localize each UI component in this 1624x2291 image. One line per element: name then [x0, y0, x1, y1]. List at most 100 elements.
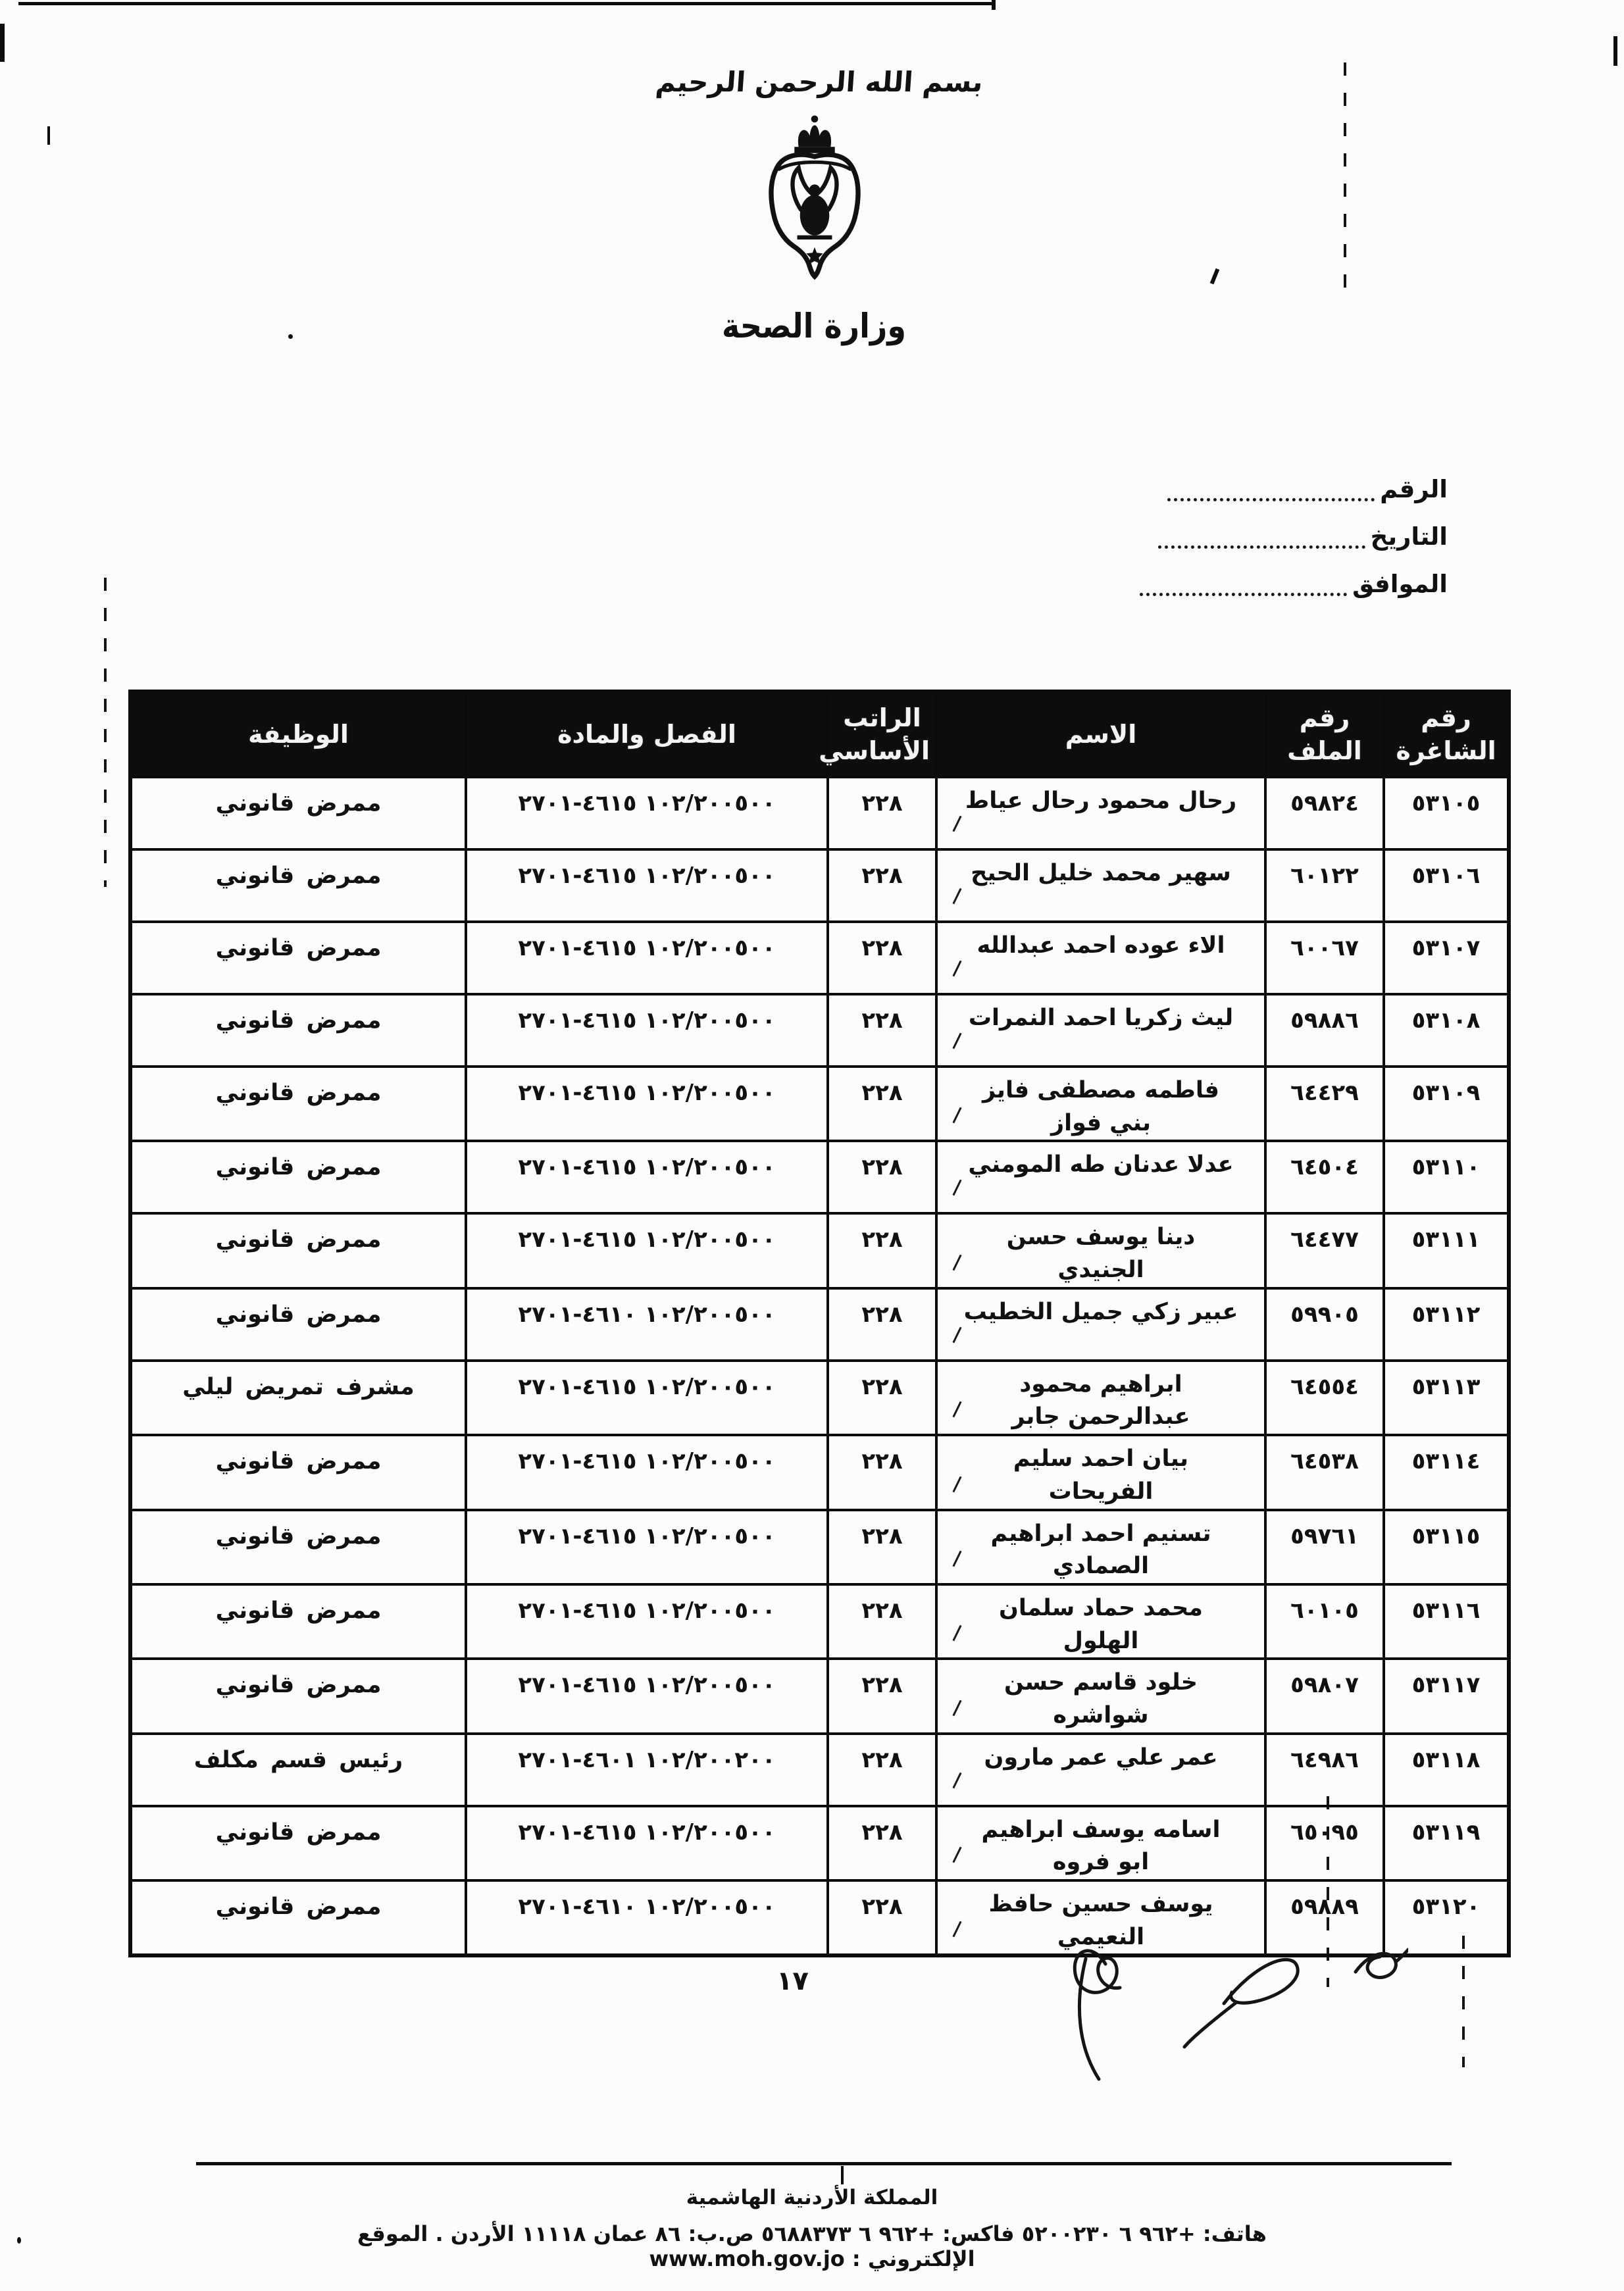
cell-job-title: ممرض قانوني [129, 848, 467, 923]
cell-employee-name: خلود قاسم حسن شواشره [935, 1657, 1267, 1735]
scan-artifact-dashed-line [1462, 1936, 1465, 2067]
table-row: ٥٣١١٧ ٥٩٨٠٧ خلود قاسم حسن شواشره ٢٢٨ ١٠٢… [129, 1657, 1510, 1735]
cell-job-title: ممرض قانوني [129, 1582, 467, 1661]
scan-artifact-tick [47, 126, 50, 145]
cell-basic-salary: ٢٢٨ [826, 1434, 938, 1511]
cell-job-title: ممرض قانوني [129, 1212, 467, 1290]
table-row: ٥٣١٢٠ ٥٩٨٨٩ يوسف حسين حافظ النعيمي ٢٢٨ ١… [129, 1878, 1510, 1957]
cell-employee-name: الاء عوده احمد عبدالله [935, 920, 1267, 995]
cell-job-title: ممرض قانوني [129, 1434, 467, 1511]
table-row: ٥٣١١٥ ٥٩٧٦١ تسنيم احمد ابراهيم الصمادي ٢… [129, 1508, 1510, 1586]
cell-job-title: رئيس قسم مكلف [129, 1732, 467, 1807]
scan-artifact [1613, 36, 1617, 66]
ref-row-number: الرقم [1167, 477, 1448, 501]
cell-employee-name: محمد حماد سلمان الهلول [935, 1582, 1267, 1661]
scan-artifact-tick [841, 2166, 844, 2184]
column-header-vacancy-no: رقم الشاغرة [1383, 690, 1510, 778]
cell-employee-name: فاطمه مصطفى فايز بني فواز [935, 1065, 1267, 1143]
cell-job-title: ممرض قانوني [129, 1878, 467, 1957]
cell-employee-name: دينا يوسف حسن الجنيدي [935, 1212, 1267, 1290]
cell-job-title: ممرض قانوني [129, 1140, 467, 1215]
handwritten-signature [987, 1925, 1410, 2085]
scan-artifact-top-line [18, 2, 994, 5]
cell-file-no: ٥٩٨٢٤ [1264, 776, 1385, 851]
cell-employee-name: ابراهيم محمود عبدالرحمن جابر [935, 1359, 1267, 1437]
table-row: ٥٣١١١ ٦٤٤٧٧ دينا يوسف حسن الجنيدي ٢٢٨ ١٠… [129, 1212, 1510, 1290]
cell-basic-salary: ٢٢٨ [826, 1657, 938, 1735]
cell-chapter-article: ١٠٢/٢٠٠٥٠٠ ٤٦١٥-٢٧٠١ [465, 1657, 829, 1735]
cell-chapter-article: ١٠٢/٢٠٠٥٠٠ ٤٦١٥-٢٧٠١ [465, 1434, 829, 1511]
cell-chapter-article: ١٠٢/٢٠٠٥٠٠ ٤٦١٥-٢٧٠١ [465, 1804, 829, 1882]
cell-vacancy-no: ٥٣١١٩ [1383, 1804, 1510, 1882]
cell-chapter-article: ١٠٢/٢٠٠٥٠٠ ٤٦١٠-٢٧٠١ [465, 1878, 829, 1957]
cell-employee-name: عبير زكي جميل الخطيب [935, 1286, 1267, 1362]
dotted-fill-line [1167, 493, 1375, 501]
scan-artifact [992, 0, 996, 10]
cell-job-title: ممرض قانوني [129, 1804, 467, 1882]
scan-artifact-tick [1209, 268, 1220, 285]
cell-basic-salary: ٢٢٨ [826, 993, 938, 1068]
table-row: ٥٣١٠٧ ٦٠٠٦٧ الاء عوده احمد عبدالله ٢٢٨ ١… [129, 920, 1510, 995]
cell-employee-name: تسنيم احمد ابراهيم الصمادي [935, 1508, 1267, 1586]
table-row: ٥٣١١٤ ٦٤٥٣٨ بيان احمد سليم الفريحات ٢٢٨ … [129, 1434, 1510, 1511]
cell-chapter-article: ١٠٢/٢٠٠٥٠٠ ٤٦١٥-٢٧٠١ [465, 1508, 829, 1586]
cell-file-no: ٥٩٨٨٦ [1264, 993, 1385, 1068]
cell-basic-salary: ٢٢٨ [826, 1359, 938, 1437]
table-row: ٥٣١١٨ ٦٤٩٨٦ عمر علي عمر مارون ٢٢٨ ١٠٢/٢٠… [129, 1732, 1510, 1807]
cell-file-no: ٥٩٨٨٩ [1264, 1878, 1385, 1957]
cell-chapter-article: ١٠٢/٢٠٠٥٠٠ ٤٦١٥-٢٧٠١ [465, 1582, 829, 1661]
cell-basic-salary: ٢٢٨ [826, 1065, 938, 1143]
cell-employee-name: عمر علي عمر مارون [935, 1732, 1267, 1807]
cell-employee-name: رحال محمود رحال عياط [935, 776, 1267, 851]
cell-file-no: ٦٠١٠٥ [1264, 1582, 1385, 1661]
cell-vacancy-no: ٥٣١١٣ [1383, 1359, 1510, 1437]
cell-vacancy-no: ٥٣١٠٨ [1383, 993, 1510, 1068]
cell-job-title: ممرض قانوني [129, 1286, 467, 1362]
cell-job-title: ممرض قانوني [129, 1065, 467, 1143]
table-row: ٥٣١٠٦ ٦٠١٢٢ سهير محمد خليل الحيح ٢٢٨ ١٠٢… [129, 848, 1510, 923]
cell-chapter-article: ١٠٢/٢٠٠٥٠٠ ٤٦١٥-٢٧٠١ [465, 848, 829, 923]
dotted-fill-line [1140, 588, 1348, 596]
cell-chapter-article: ١٠٢/٢٠٠٥٠٠ ٤٦١٥-٢٧٠١ [465, 920, 829, 995]
ref-row-date: التاريخ [1157, 522, 1448, 551]
cell-employee-name: اسامه يوسف ابراهيم ابو فروه [935, 1804, 1267, 1882]
table-header-row: رقم الشاغرة رقم الملف الاسم الراتب الأسا… [129, 690, 1510, 778]
column-header-basic-salary: الراتب الأساسي [819, 690, 938, 778]
cell-basic-salary: ٢٢٨ [826, 1140, 938, 1215]
ref-row-corresponding: الموافق [1140, 572, 1448, 596]
cell-job-title: ممرض قانوني [129, 1508, 467, 1586]
table-row: ٥٣١٠٨ ٥٩٨٨٦ ليث زكريا احمد النمرات ٢٢٨ ١… [129, 993, 1510, 1068]
cell-basic-salary: ٢٢٨ [826, 1286, 938, 1362]
kingdom-title: المملكة الأردنية الهاشمية [686, 2186, 938, 2209]
cell-vacancy-no: ٥٣١١٥ [1383, 1508, 1510, 1586]
cell-employee-name: بيان احمد سليم الفريحات [935, 1434, 1267, 1511]
cell-basic-salary: ٢٢٨ [826, 848, 938, 923]
table-row: ٥٣١١٦ ٦٠١٠٥ محمد حماد سلمان الهلول ٢٢٨ ١… [129, 1582, 1510, 1661]
cell-employee-name: عدلا عدنان طه المومني [935, 1140, 1267, 1215]
cell-vacancy-no: ٥٣١١٦ [1383, 1582, 1510, 1661]
cell-basic-salary: ٢٢٨ [826, 1508, 938, 1586]
column-header-job-title: الوظيفة [129, 690, 467, 778]
cell-vacancy-no: ٥٣١٢٠ [1383, 1878, 1510, 1957]
cell-chapter-article: ١٠٢/٢٠٠٥٠٠ ٤٦١٠-٢٧٠١ [465, 1286, 829, 1362]
scan-artifact-dot [288, 334, 293, 339]
cell-vacancy-no: ٥٣١٠٩ [1383, 1065, 1510, 1143]
ref-label-date: التاريخ [1370, 522, 1448, 551]
cell-employee-name: سهير محمد خليل الحيح [935, 848, 1267, 923]
cell-basic-salary: ٢٢٨ [826, 1878, 938, 1957]
cell-vacancy-no: ٥٣١١٨ [1383, 1732, 1510, 1807]
cell-employee-name: ليث زكريا احمد النمرات [935, 993, 1267, 1068]
cell-chapter-article: ١٠٢/٢٠٠٥٠٠ ٤٦١٥-٢٧٠١ [465, 993, 829, 1068]
cell-vacancy-no: ٥٣١١٧ [1383, 1657, 1510, 1735]
column-header-file-no: رقم الملف [1264, 690, 1385, 778]
table-row: ٥٣١٠٥ ٥٩٨٢٤ رحال محمود رحال عياط ٢٢٨ ١٠٢… [129, 776, 1510, 851]
cell-basic-salary: ٢٢٨ [826, 1582, 938, 1661]
column-header-chapter-article: الفصل والمادة [465, 690, 829, 778]
table-body: ٥٣١٠٥ ٥٩٨٢٤ رحال محمود رحال عياط ٢٢٨ ١٠٢… [129, 776, 1510, 1957]
cell-file-no: ٥٩٩٠٥ [1264, 1286, 1385, 1362]
cell-file-no: ٦٤٥٣٨ [1264, 1434, 1385, 1511]
cell-chapter-article: ١٠٢/٢٠٠٥٠٠ ٤٦١٥-٢٧٠١ [465, 776, 829, 851]
ministry-of-health-calligraphy: وزارة الصحة [722, 305, 906, 346]
cell-basic-salary: ٢٢٨ [826, 920, 938, 995]
